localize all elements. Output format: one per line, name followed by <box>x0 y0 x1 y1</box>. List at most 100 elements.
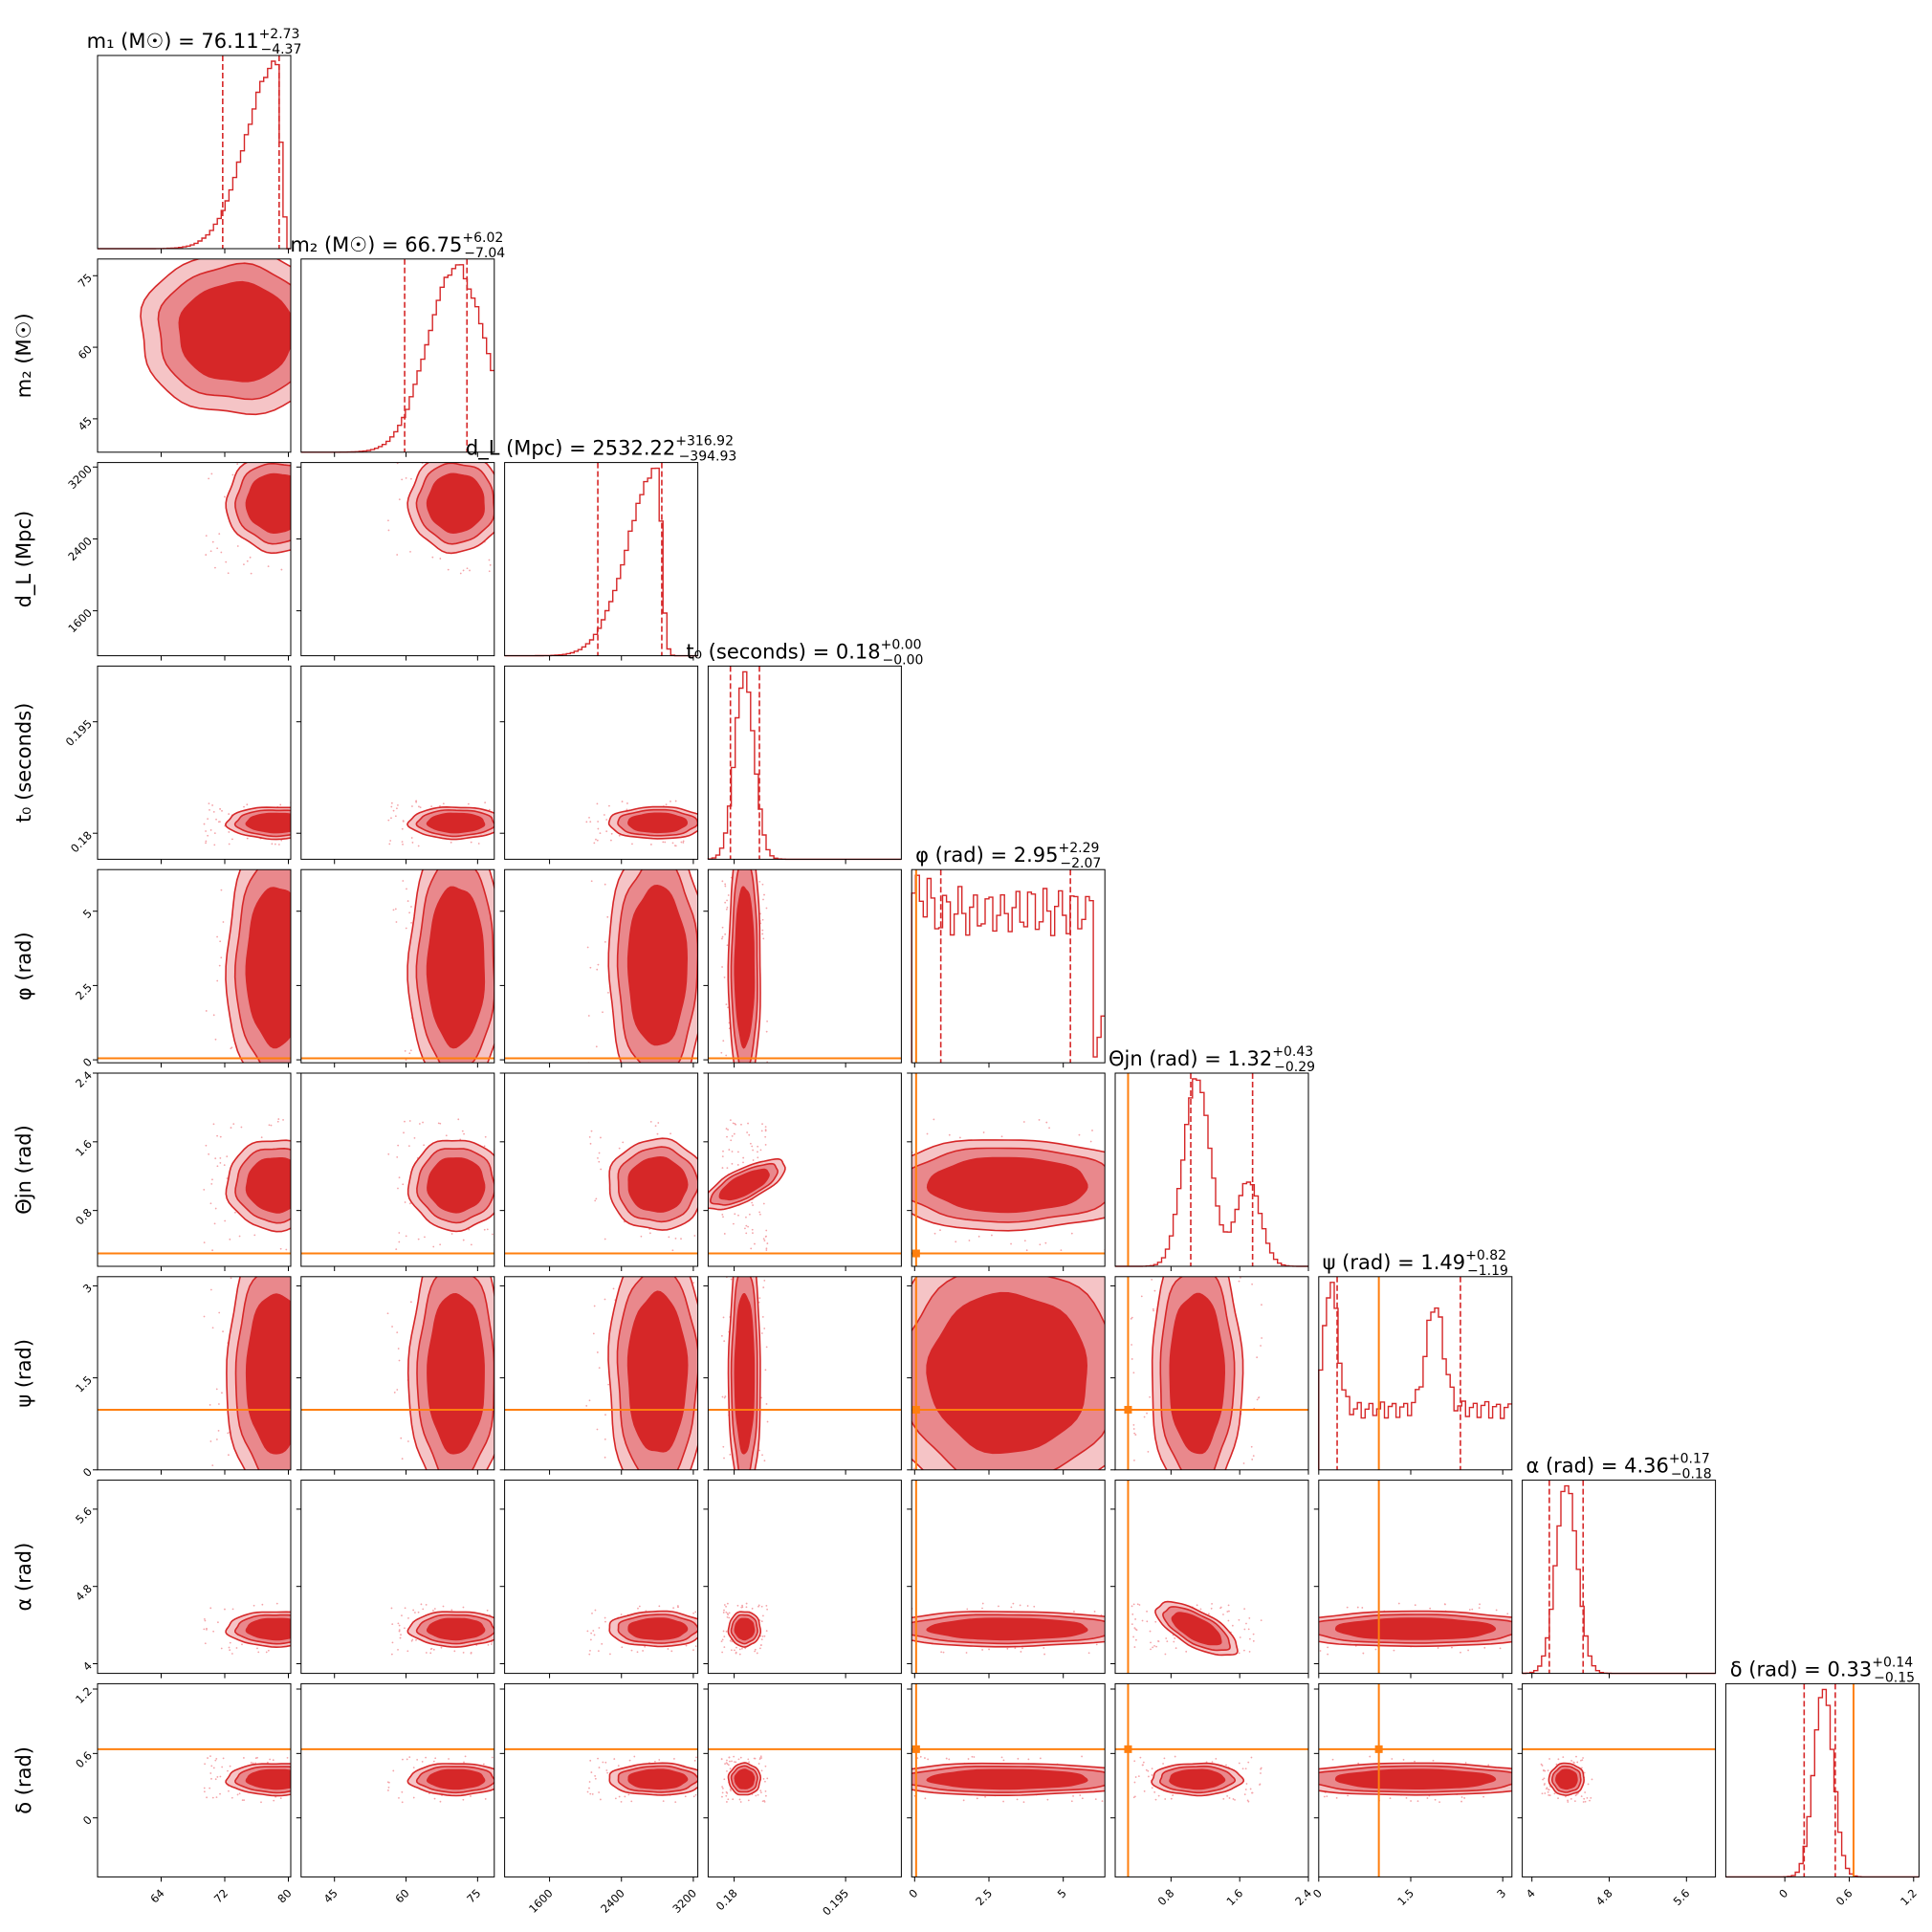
sample-point <box>698 1173 700 1175</box>
panel-title-dl: d_L (Mpc) = 2532.22+316.92 −394.93 <box>466 434 736 465</box>
sample-point <box>725 1611 728 1614</box>
y-ticks-tjn <box>703 1072 709 1212</box>
sample-point <box>230 1127 232 1129</box>
panel-frame <box>911 1682 1106 1877</box>
sample-point <box>278 440 280 442</box>
sample-point <box>1251 1459 1254 1460</box>
sample-point <box>422 1121 424 1124</box>
sample-point <box>751 1228 754 1231</box>
sample-point <box>729 1767 732 1770</box>
sample-point <box>204 1619 207 1622</box>
sample-point <box>726 1334 728 1336</box>
sample-point <box>1250 1445 1253 1448</box>
sample-point <box>498 1622 500 1624</box>
sample-point <box>746 1079 748 1081</box>
panel-t0-vs-dl <box>504 665 725 860</box>
sample-point <box>741 1604 743 1607</box>
sample-point <box>1249 1788 1252 1790</box>
sample-point <box>1467 1649 1469 1652</box>
contour-inner <box>734 886 756 1049</box>
sample-point <box>718 1781 720 1783</box>
sample-point <box>1567 1799 1570 1802</box>
contour-inner <box>1555 1768 1578 1790</box>
y-ticks-phi <box>296 911 301 1061</box>
sample-point <box>1239 1636 1241 1638</box>
sample-point <box>597 1650 600 1653</box>
sample-point <box>1335 1797 1338 1799</box>
sample-point <box>726 1275 728 1277</box>
sample-point <box>431 1078 433 1080</box>
sample-point <box>410 1639 413 1642</box>
contour-inner <box>426 886 486 1049</box>
sample-point <box>215 1388 218 1391</box>
sample-point <box>723 1616 725 1618</box>
sample-point <box>723 1347 725 1349</box>
sample-point <box>1026 1605 1029 1607</box>
sample-point <box>1590 1796 1592 1799</box>
sample-point <box>759 1755 762 1758</box>
sample-point <box>203 1628 206 1631</box>
sample-point <box>700 805 702 807</box>
sample-point <box>1562 1756 1565 1759</box>
sample-point <box>226 1177 229 1179</box>
sample-point <box>341 1790 343 1792</box>
sample-point <box>1140 1243 1142 1245</box>
sample-point <box>714 825 715 827</box>
sample-point <box>672 1607 675 1610</box>
sample-point <box>344 477 346 479</box>
panel-psi-vs-phi <box>911 1276 1106 1471</box>
sample-point <box>412 1796 415 1799</box>
sample-point <box>203 1188 206 1191</box>
sample-point <box>1541 1792 1544 1795</box>
sample-point <box>693 1235 696 1237</box>
x-tick-label: 0.195 <box>820 1886 851 1918</box>
sample-point <box>347 297 349 299</box>
sample-point <box>309 1640 311 1642</box>
sample-point <box>521 483 523 485</box>
sample-point <box>1231 1624 1234 1627</box>
sample-point <box>721 1138 723 1140</box>
sample-point <box>432 1648 435 1651</box>
sample-point <box>1238 1618 1240 1621</box>
sample-point <box>408 1120 411 1122</box>
sample-point <box>409 1301 412 1304</box>
sample-point <box>470 841 472 844</box>
sample-point <box>487 1644 490 1646</box>
sample-point <box>1250 1756 1253 1759</box>
sample-point <box>386 1312 389 1315</box>
sample-point <box>684 1795 687 1798</box>
sample-point <box>235 1647 238 1649</box>
sample-point <box>748 1133 751 1136</box>
sample-point <box>212 1123 215 1126</box>
err-plus-psi: +0.82 <box>1465 1248 1506 1263</box>
sample-point <box>409 852 411 854</box>
sample-point <box>1438 1801 1440 1804</box>
sample-point <box>220 889 223 891</box>
sample-point <box>1410 1800 1412 1802</box>
sample-point <box>725 1605 727 1608</box>
sample-point <box>903 1760 905 1762</box>
sample-point <box>506 1122 508 1124</box>
sample-point <box>712 1767 714 1768</box>
sample-point <box>1119 1791 1121 1793</box>
contour-inner <box>1334 1617 1497 1640</box>
sample-point <box>1002 1759 1005 1762</box>
x-ticks-m1 <box>161 655 290 661</box>
panel-frame <box>504 1480 699 1675</box>
sample-point <box>723 801 725 803</box>
histogram-m2: m₂ (M☉) = 66.75+6.02 −7.04 <box>290 231 505 453</box>
sample-point <box>1143 1416 1146 1418</box>
sample-point <box>1261 1304 1262 1306</box>
sample-point <box>758 1071 760 1073</box>
sample-point <box>1109 1626 1110 1628</box>
sample-point <box>1147 1450 1150 1453</box>
sample-point <box>316 801 318 802</box>
sample-point <box>401 827 404 830</box>
sample-point <box>1238 1762 1240 1765</box>
sample-point <box>1246 1799 1249 1802</box>
sample-point <box>218 964 221 967</box>
sample-point <box>730 1649 733 1652</box>
sample-point <box>1094 1798 1097 1801</box>
histogram-t0: t₀ (seconds) = 0.18+0.00 −0.00 <box>686 637 923 861</box>
sample-point <box>762 898 764 901</box>
